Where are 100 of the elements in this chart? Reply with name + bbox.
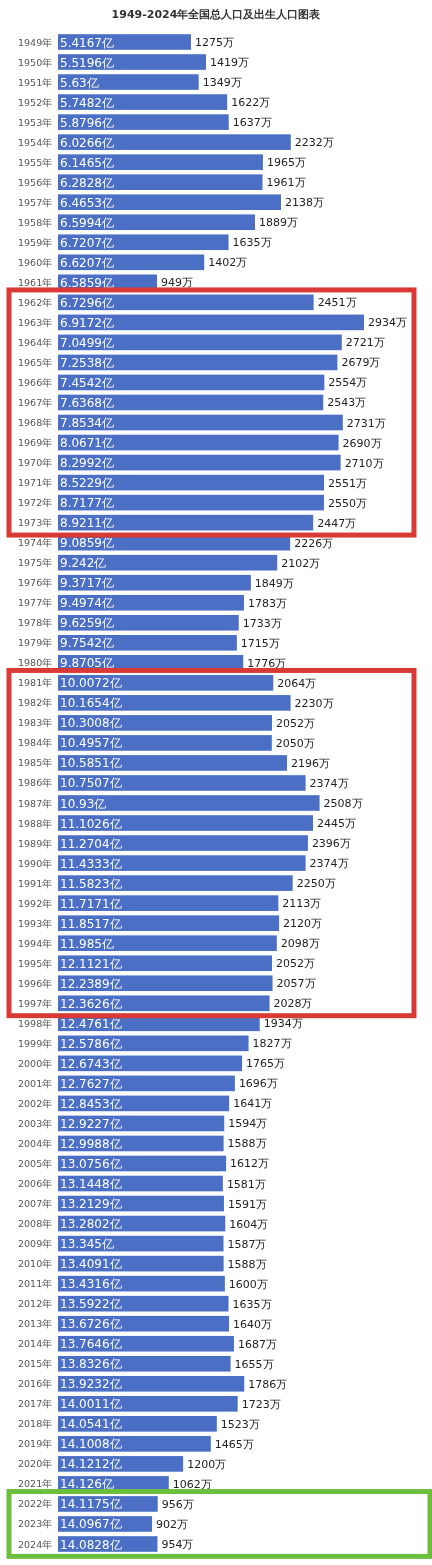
data-label: 2447万 bbox=[317, 516, 357, 530]
y-tick-label: 1986年 bbox=[18, 777, 53, 789]
data-label: 2250万 bbox=[296, 877, 336, 891]
annotation: 7.6368亿 bbox=[60, 395, 114, 410]
data-label: 1641万 bbox=[233, 1097, 273, 1111]
annotation: 6.5994亿 bbox=[60, 215, 114, 230]
y-tick-label: 1949年 bbox=[18, 36, 53, 48]
annotation: 13.4091亿 bbox=[60, 1257, 122, 1272]
y-tick-label: 2012年 bbox=[18, 1298, 53, 1310]
y-tick-label: 1968年 bbox=[18, 417, 53, 429]
data-label: 2551万 bbox=[328, 476, 368, 490]
y-tick-label: 2002年 bbox=[18, 1097, 53, 1109]
data-label: 2396万 bbox=[311, 837, 351, 851]
y-tick-label: 1952年 bbox=[18, 96, 53, 108]
annotation: 10.5851亿 bbox=[60, 756, 122, 771]
y-tick-label: 1992年 bbox=[18, 897, 53, 909]
y-tick-label: 1997年 bbox=[18, 997, 53, 1009]
data-label: 1687万 bbox=[237, 1337, 277, 1351]
data-label: 1696万 bbox=[238, 1077, 278, 1091]
y-tick-label: 1978年 bbox=[18, 617, 53, 629]
y-tick-label: 2014年 bbox=[18, 1338, 53, 1350]
annotation: 6.7207亿 bbox=[60, 235, 114, 250]
bar bbox=[58, 214, 256, 231]
data-label: 2374万 bbox=[309, 776, 349, 790]
data-label: 2057万 bbox=[276, 977, 316, 991]
data-label: 1588万 bbox=[227, 1257, 267, 1271]
data-label: 2232万 bbox=[294, 136, 334, 150]
y-tick-label: 1988年 bbox=[18, 817, 53, 829]
annotation: 10.1654亿 bbox=[60, 696, 122, 711]
data-label: 2451万 bbox=[317, 296, 357, 310]
data-label: 2098万 bbox=[280, 937, 320, 951]
annotation: 10.4957亿 bbox=[60, 736, 122, 751]
data-label: 1612万 bbox=[230, 1157, 270, 1171]
annotation: 7.0499亿 bbox=[60, 335, 114, 350]
y-tick-label: 2000年 bbox=[18, 1057, 53, 1069]
annotation: 9.0859亿 bbox=[60, 536, 114, 551]
data-label: 2028万 bbox=[273, 997, 313, 1011]
y-tick-label: 2022年 bbox=[18, 1498, 53, 1510]
bar bbox=[58, 955, 273, 972]
y-tick-label: 1972年 bbox=[18, 497, 53, 509]
data-label: 1419万 bbox=[209, 56, 249, 70]
data-label: 1591万 bbox=[227, 1197, 267, 1211]
annotation: 14.126亿 bbox=[60, 1477, 114, 1492]
data-label: 2710万 bbox=[344, 456, 384, 470]
data-label: 2102万 bbox=[281, 556, 321, 570]
data-label: 2508万 bbox=[323, 797, 363, 811]
data-label: 1062万 bbox=[172, 1477, 212, 1491]
annotation: 13.9232亿 bbox=[60, 1377, 122, 1392]
bar bbox=[58, 114, 229, 130]
y-tick-label: 1991年 bbox=[18, 877, 53, 889]
y-tick-label: 1963年 bbox=[18, 316, 53, 328]
y-tick-label: 2021年 bbox=[18, 1478, 53, 1490]
y-tick-label: 2005年 bbox=[18, 1157, 53, 1169]
bar bbox=[58, 855, 306, 871]
annotation: 14.0828亿 bbox=[60, 1537, 122, 1552]
bar bbox=[58, 1416, 217, 1432]
annotation: 11.2704亿 bbox=[60, 836, 122, 851]
data-label: 1786万 bbox=[248, 1377, 288, 1391]
bar bbox=[58, 54, 206, 70]
bar bbox=[58, 835, 308, 851]
annotation: 8.5229亿 bbox=[60, 476, 114, 491]
data-label: 2196万 bbox=[291, 756, 331, 770]
data-label: 949万 bbox=[160, 276, 193, 290]
y-tick-label: 1954年 bbox=[18, 136, 53, 148]
data-label: 1587万 bbox=[227, 1237, 267, 1251]
bar bbox=[58, 594, 244, 611]
data-label: 1594万 bbox=[228, 1117, 268, 1131]
y-tick-label: 2018年 bbox=[18, 1418, 53, 1430]
bar bbox=[58, 915, 280, 931]
annotation: 5.7482亿 bbox=[60, 95, 114, 110]
data-label: 2934万 bbox=[368, 316, 407, 330]
bar bbox=[58, 715, 273, 731]
bar bbox=[58, 815, 313, 831]
y-tick-label: 1998年 bbox=[18, 1017, 53, 1029]
annotation: 5.5196亿 bbox=[60, 55, 114, 70]
data-label: 1588万 bbox=[227, 1137, 267, 1151]
data-label: 1349万 bbox=[202, 76, 242, 90]
data-label: 2543万 bbox=[327, 396, 367, 410]
y-tick-label: 1994年 bbox=[18, 937, 53, 949]
y-tick-label: 1953年 bbox=[18, 116, 53, 128]
annotation: 11.1026亿 bbox=[60, 816, 122, 831]
y-tick-label: 1971年 bbox=[18, 477, 53, 489]
annotation: 14.0541亿 bbox=[60, 1417, 122, 1432]
bar bbox=[58, 354, 338, 371]
data-label: 1849万 bbox=[254, 576, 294, 590]
bar bbox=[58, 574, 251, 591]
data-label: 902万 bbox=[156, 1517, 189, 1531]
y-tick-label: 1951年 bbox=[18, 76, 53, 88]
data-label: 2731万 bbox=[346, 416, 386, 430]
bar bbox=[58, 1315, 230, 1332]
data-label: 1776万 bbox=[247, 656, 287, 670]
data-label: 2550万 bbox=[327, 496, 367, 510]
data-label: 956万 bbox=[161, 1497, 194, 1511]
annotation: 9.4974亿 bbox=[60, 596, 114, 611]
annotation: 10.3008亿 bbox=[60, 716, 122, 731]
annotation: 5.63亿 bbox=[60, 75, 99, 90]
bar bbox=[58, 154, 263, 170]
annotation: 13.2802亿 bbox=[60, 1217, 122, 1232]
annotation: 10.0072亿 bbox=[60, 676, 122, 691]
y-tick-label: 2015年 bbox=[18, 1358, 53, 1370]
